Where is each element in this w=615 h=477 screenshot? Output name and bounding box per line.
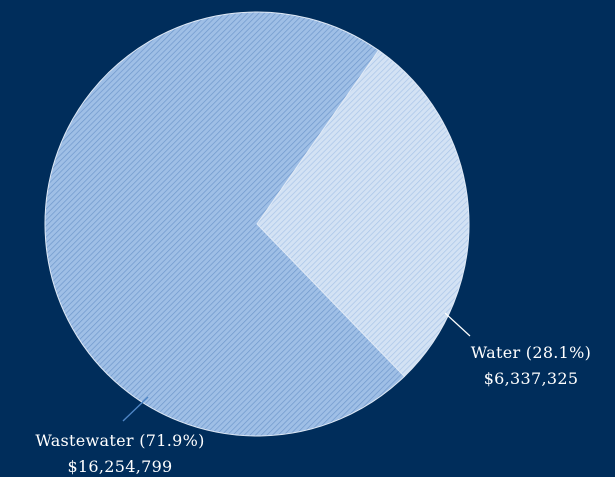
leader-line-wastewater (122, 396, 149, 422)
pie-slice-water (256, 49, 470, 378)
slice-label-water: Water (28.1%) (471, 343, 591, 362)
slice-value-wastewater: $16,254,799 (67, 457, 172, 476)
slice-label-wastewater: Wastewater (71.9%) (35, 431, 204, 450)
leader-line-water (444, 312, 471, 337)
pie-slice-wastewater (44, 11, 406, 437)
slice-value-water: $6,337,325 (484, 369, 579, 388)
